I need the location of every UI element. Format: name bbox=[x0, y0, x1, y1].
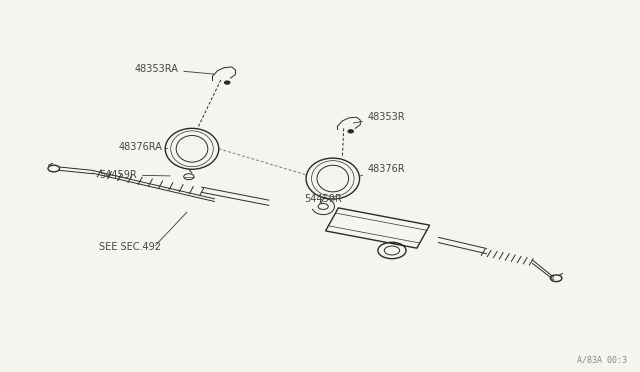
Text: 48353RA: 48353RA bbox=[134, 64, 215, 74]
Circle shape bbox=[348, 130, 353, 133]
Circle shape bbox=[225, 81, 230, 84]
Text: 54459R: 54459R bbox=[304, 194, 342, 204]
Text: 48353R: 48353R bbox=[353, 112, 406, 123]
Text: 54459R: 54459R bbox=[99, 170, 170, 180]
Text: A/83A 00:3: A/83A 00:3 bbox=[577, 356, 627, 365]
Text: 48376R: 48376R bbox=[360, 164, 406, 176]
Text: 48376RA: 48376RA bbox=[118, 142, 168, 152]
Text: SEE SEC.492: SEE SEC.492 bbox=[99, 243, 161, 252]
